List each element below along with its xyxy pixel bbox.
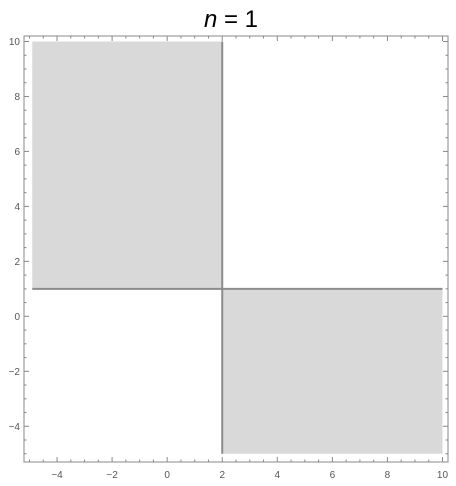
y-tick-label: 0 [14, 312, 20, 323]
y-tick-label: −2 [9, 367, 21, 378]
chart-title: n = 1 [204, 6, 258, 33]
y-tick-label: 10 [9, 37, 21, 48]
y-tick-label: 4 [14, 202, 20, 213]
lower-right-region [222, 288, 443, 454]
x-tick-label: 10 [437, 470, 449, 481]
x-tick-label: 6 [330, 470, 336, 481]
ticks-layer: −4 −2 0 2 4 6 8 10 −4 −2 0 2 4 6 8 10 [9, 36, 449, 481]
title-variable: n [204, 6, 217, 33]
y-tick-label: −4 [9, 422, 21, 433]
y-tick-label: 2 [14, 257, 20, 268]
x-tick-label: −4 [51, 470, 63, 481]
x-tick-label: 2 [219, 470, 225, 481]
boundary-layer [32, 41, 443, 454]
y-tick-label: 8 [14, 92, 20, 103]
y-tick-label: 6 [14, 147, 20, 158]
x-tick-label: 8 [385, 470, 391, 481]
x-tick-label: 4 [275, 470, 281, 481]
regions-layer [32, 41, 443, 454]
title-equation: = 1 [217, 6, 258, 33]
upper-left-region [32, 41, 223, 289]
x-tick-label: 0 [164, 470, 170, 481]
x-tick-label: −2 [106, 470, 118, 481]
